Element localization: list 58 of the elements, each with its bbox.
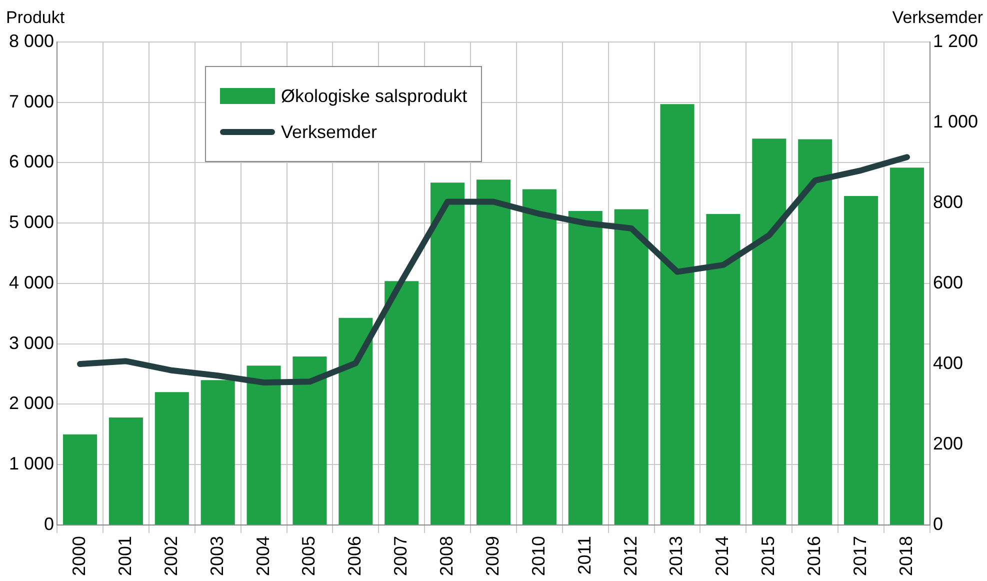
y-tick-label: 2 000 (8, 393, 54, 414)
bar (844, 196, 878, 524)
x-tick-label: 2011 (574, 536, 594, 575)
x-tick-label: 2015 (758, 536, 778, 576)
bar (568, 211, 602, 524)
y-tick-label: 8 000 (8, 30, 54, 51)
x-tick-label: 2009 (482, 536, 502, 576)
x-tick-label: 2008 (436, 536, 457, 576)
x-tick-label: 2014 (712, 536, 732, 576)
x-tick-label: 2006 (344, 536, 365, 576)
x-tick-label: 2012 (620, 536, 640, 576)
y-tick-label: 1 000 (8, 454, 54, 474)
y2-axis-title: Verksemder (892, 8, 983, 28)
y2-tick-label: 1 000 (932, 111, 978, 132)
x-tick-label: 2000 (68, 536, 89, 576)
x-tick-label: 2005 (298, 536, 319, 576)
bar (338, 318, 373, 524)
y2-tick-label: 1 200 (932, 30, 978, 51)
bar (752, 138, 786, 524)
bar (890, 168, 924, 524)
x-tick-label: 2004 (252, 536, 273, 576)
y2-tick-label: 800 (932, 192, 964, 212)
bar (430, 182, 465, 524)
legend-label: Verksemder (281, 122, 378, 142)
y-tick-label: 4 000 (8, 272, 54, 292)
y2-tick-label: 400 (932, 352, 964, 373)
y-tick-label: 6 000 (8, 152, 54, 172)
bar (798, 139, 832, 524)
y-tick-label: 7 000 (8, 91, 54, 112)
y-tick-label: 0 (44, 514, 54, 534)
x-tick-label: 2017 (850, 536, 870, 576)
bar (200, 380, 235, 524)
bar (660, 104, 694, 524)
bar (522, 189, 556, 524)
x-tick-label: 2010 (528, 536, 548, 576)
x-tick-label: 2018 (896, 536, 916, 576)
y2-tick-label: 0 (932, 514, 943, 534)
bar (292, 356, 327, 524)
bar (62, 434, 98, 524)
legend-label: Økologiske salsprodukt (281, 86, 468, 106)
bar (154, 392, 189, 524)
x-tick-label: 2003 (206, 536, 227, 576)
y-axis-title: Produkt (6, 8, 65, 28)
y2-tick-label: 200 (932, 433, 964, 454)
x-tick-label: 2001 (114, 536, 135, 576)
x-tick-label: 2007 (390, 536, 411, 576)
y-tick-label: 5 000 (8, 212, 54, 232)
x-tick-label: 2013 (666, 536, 686, 576)
bar (614, 209, 648, 524)
bar (706, 214, 740, 524)
bar (246, 366, 281, 524)
bar (384, 281, 419, 524)
y-tick-label: 3 000 (8, 332, 54, 353)
x-tick-label: 2016 (804, 536, 824, 576)
bar (476, 180, 511, 524)
x-tick-label: 2002 (160, 536, 181, 576)
y2-tick-label: 600 (932, 272, 964, 292)
bar (108, 418, 143, 524)
